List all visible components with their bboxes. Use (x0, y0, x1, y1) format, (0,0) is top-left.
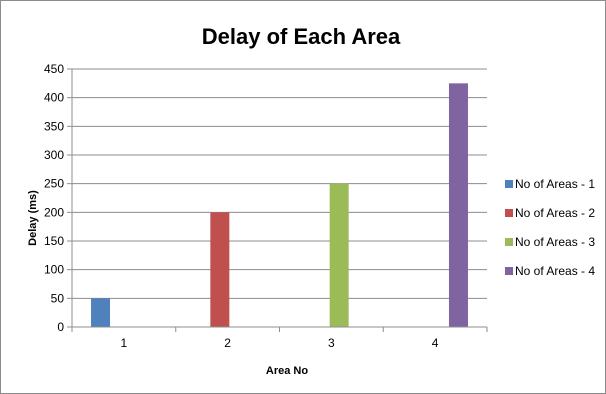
y-tick-label: 250 (44, 177, 64, 191)
gridlines (72, 68, 487, 299)
legend-swatch (505, 238, 513, 246)
y-tick-label: 400 (44, 91, 64, 105)
legend-swatch (505, 267, 513, 275)
y-tick-label: 200 (44, 205, 64, 219)
x-tick-label: 3 (328, 336, 335, 350)
y-tick-label: 350 (44, 119, 64, 133)
legend-label: No of Areas - 4 (515, 264, 595, 278)
y-axis-ticks: 0 50 100 150 200 250 300 350 400 450 (44, 62, 72, 334)
bar-no-of-areas-1-1 (91, 298, 111, 327)
legend-swatch (505, 209, 513, 217)
axes (71, 69, 487, 328)
chart-title: Delay of Each Area (202, 24, 401, 49)
x-axis-ticks: 1 2 3 4 (71, 327, 488, 350)
legend: No of Areas - 1 No of Areas - 2 No of Area… (505, 177, 595, 278)
bar-no-of-areas-3-3 (329, 183, 349, 327)
y-tick-label: 150 (44, 234, 64, 248)
y-tick-label: 50 (51, 291, 65, 305)
legend-swatch (505, 180, 513, 188)
bar-no-of-areas-2-2 (210, 212, 230, 327)
y-axis-label: Delay (ms) (27, 190, 39, 246)
x-tick-label: 4 (432, 336, 439, 350)
bar-no-of-areas-4-4 (448, 83, 468, 327)
bars (91, 83, 468, 327)
legend-label: No of Areas - 1 (515, 177, 595, 191)
legend-label: No of Areas - 3 (515, 235, 595, 249)
x-tick-label: 1 (121, 336, 128, 350)
y-tick-label: 300 (44, 148, 64, 162)
x-tick-label: 2 (224, 336, 231, 350)
y-tick-label: 0 (57, 320, 64, 334)
x-axis-label: Area No (266, 365, 308, 377)
legend-label: No of Areas - 2 (515, 206, 595, 220)
y-tick-label: 450 (44, 62, 64, 76)
y-tick-label: 100 (44, 263, 64, 277)
